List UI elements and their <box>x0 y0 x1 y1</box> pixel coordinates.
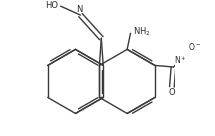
Text: HO: HO <box>45 1 58 10</box>
Text: O$^-$: O$^-$ <box>188 41 201 52</box>
Text: N: N <box>77 5 83 14</box>
Text: O: O <box>169 88 175 97</box>
Text: N$^+$: N$^+$ <box>174 55 187 66</box>
Text: NH$_2$: NH$_2$ <box>133 26 150 38</box>
